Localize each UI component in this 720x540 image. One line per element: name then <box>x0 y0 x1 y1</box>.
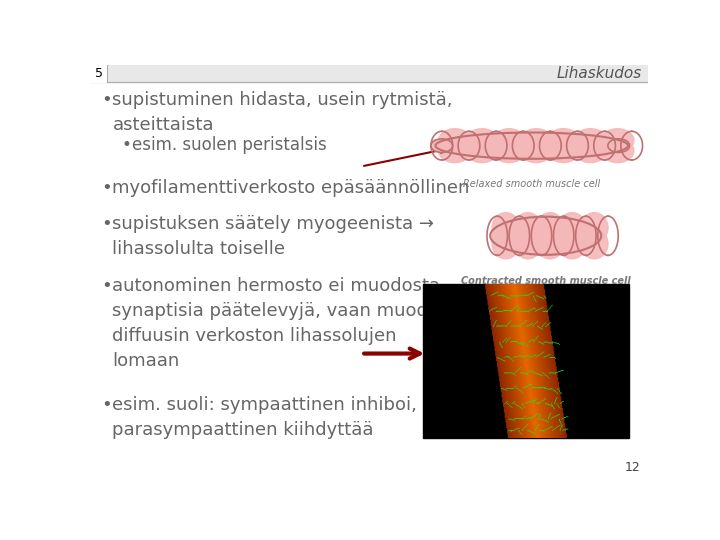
Ellipse shape <box>536 229 564 259</box>
Text: •: • <box>121 136 131 154</box>
Ellipse shape <box>466 139 498 163</box>
Ellipse shape <box>514 229 541 259</box>
Bar <box>423 284 629 438</box>
Ellipse shape <box>581 229 608 259</box>
Ellipse shape <box>438 139 471 163</box>
Ellipse shape <box>520 129 552 152</box>
Ellipse shape <box>493 129 526 152</box>
Ellipse shape <box>492 216 599 255</box>
Ellipse shape <box>520 139 552 163</box>
Ellipse shape <box>436 132 620 159</box>
Text: Relaxed smooth muscle cell: Relaxed smooth muscle cell <box>463 179 600 189</box>
Text: supistuksen säätely myogeenista →
lihassolulta toiselle: supistuksen säätely myogeenista → lihass… <box>112 215 434 258</box>
Bar <box>90 65 648 82</box>
Ellipse shape <box>492 229 519 259</box>
Ellipse shape <box>608 139 629 152</box>
Ellipse shape <box>581 213 608 242</box>
Text: •: • <box>102 179 112 197</box>
Ellipse shape <box>431 139 453 152</box>
Ellipse shape <box>438 129 471 152</box>
Ellipse shape <box>492 213 519 242</box>
Ellipse shape <box>559 213 586 242</box>
Bar <box>90 65 107 82</box>
Text: esim. suoli: sympaattinen inhiboi,
parasympaattinen kiihdyttää: esim. suoli: sympaattinen inhiboi, paras… <box>112 396 418 439</box>
Ellipse shape <box>547 139 580 163</box>
Text: •: • <box>102 276 112 294</box>
Text: myofilamenttiverkosto epäsäännöllinen: myofilamenttiverkosto epäsäännöllinen <box>112 179 470 197</box>
Text: •: • <box>102 215 112 233</box>
Ellipse shape <box>559 229 586 259</box>
Ellipse shape <box>466 129 498 152</box>
Text: Contracted smooth muscle cell: Contracted smooth muscle cell <box>461 276 631 286</box>
Text: 5: 5 <box>94 67 102 80</box>
Text: supistuminen hidasta, usein rytmistä,
asteittaista: supistuminen hidasta, usein rytmistä, as… <box>112 91 453 134</box>
Text: autonominen hermosto ei muodosta
synaptisia päätelevyjä, vaan muodostaa
diffuusi: autonominen hermosto ei muodosta synapti… <box>112 276 478 369</box>
Ellipse shape <box>514 213 541 242</box>
Ellipse shape <box>575 129 607 152</box>
Text: esim. suolen peristalsis: esim. suolen peristalsis <box>132 136 327 154</box>
Ellipse shape <box>547 129 580 152</box>
Ellipse shape <box>536 213 564 242</box>
Ellipse shape <box>601 139 634 163</box>
Text: •: • <box>102 396 112 414</box>
Ellipse shape <box>575 139 607 163</box>
Text: •: • <box>102 91 112 109</box>
Ellipse shape <box>601 129 634 152</box>
Text: Lihaskudos: Lihaskudos <box>557 66 642 81</box>
Text: 12: 12 <box>624 462 640 475</box>
Ellipse shape <box>493 139 526 163</box>
